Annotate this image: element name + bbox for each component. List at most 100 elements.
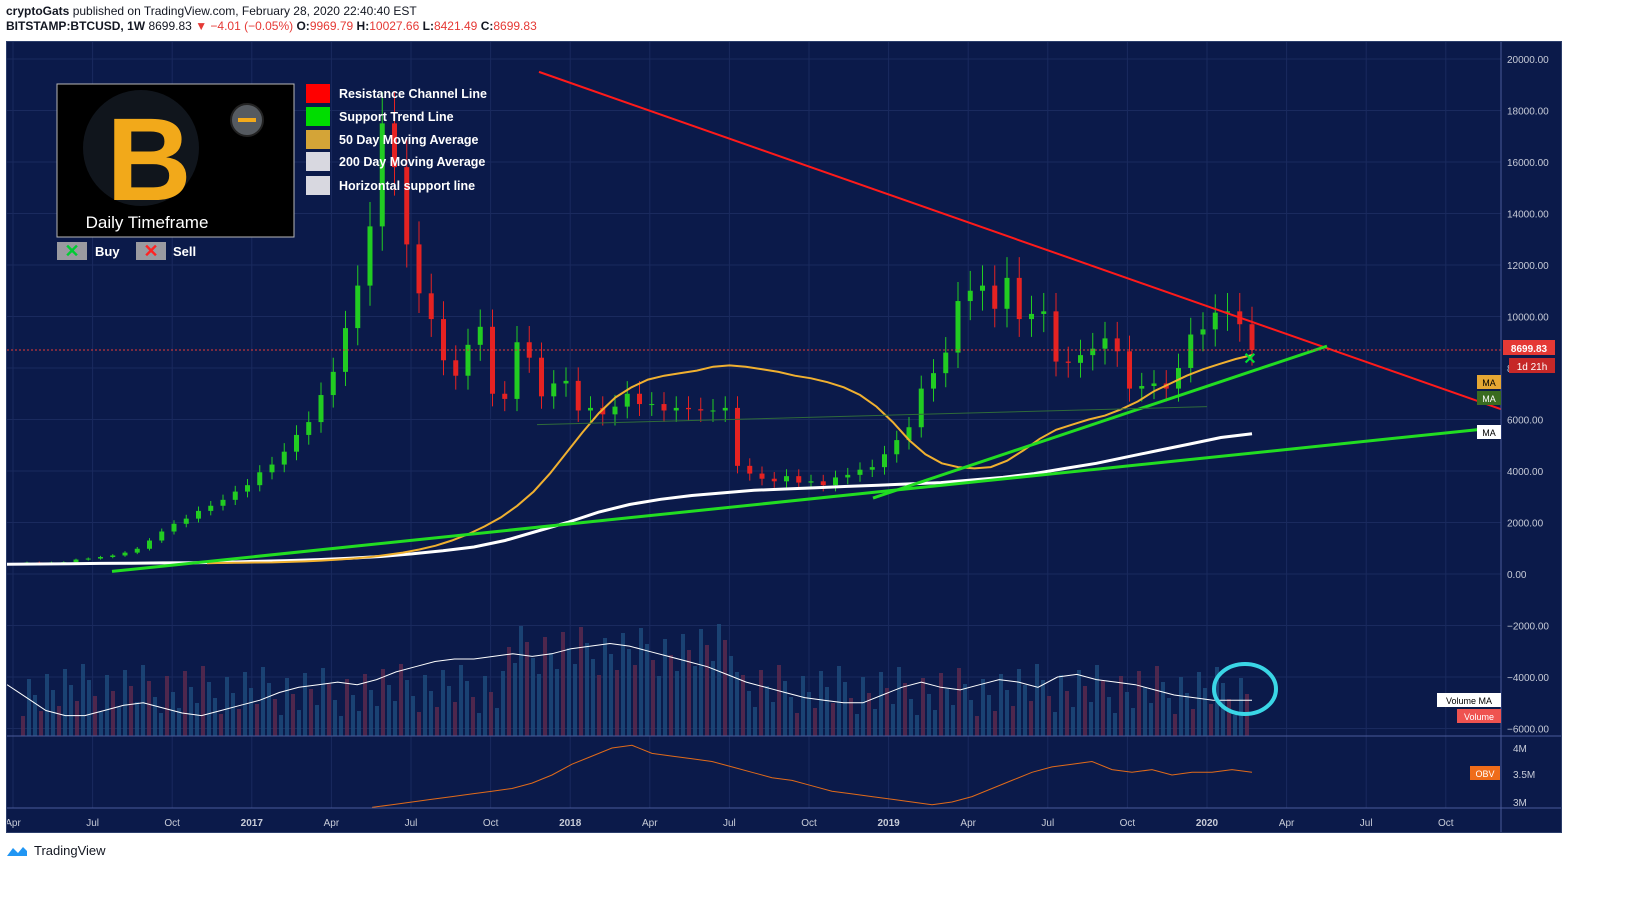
candle-body	[600, 407, 606, 415]
volume-bar	[1107, 697, 1111, 736]
volume-bar	[927, 694, 931, 736]
candle-body	[539, 357, 544, 397]
volume-bar	[39, 711, 43, 736]
chart-panel[interactable]: 20000.00 18000.00 16000.00 14000.00 12000.00…	[6, 41, 1562, 833]
indicator-lines	[7, 70, 1502, 808]
candle-body	[1200, 329, 1206, 335]
support-trend-line	[111, 425, 1502, 573]
ma50-line	[206, 354, 1253, 565]
candle-body	[784, 476, 789, 482]
x-tick-label: Oct	[801, 818, 817, 829]
volume-bar	[1077, 670, 1081, 736]
candle-body	[661, 404, 667, 411]
volume-bar	[57, 706, 61, 736]
volume-bar	[45, 674, 49, 736]
volume-bar	[903, 683, 907, 736]
candle-body	[1151, 383, 1157, 387]
candle-body	[343, 328, 348, 372]
volume-bar	[75, 701, 79, 736]
candle-body	[833, 477, 838, 486]
volume-bar	[543, 637, 547, 736]
publisher-name[interactable]: cryptoGats	[6, 4, 70, 18]
obv-tick-label: 3M	[1513, 798, 1527, 809]
volume-bar	[987, 695, 991, 736]
volume-bar	[519, 626, 523, 736]
candle-body	[1102, 338, 1108, 349]
candle-body	[245, 485, 250, 492]
candle-body	[1225, 311, 1230, 313]
tradingview-logo-icon	[7, 846, 27, 856]
x-tick-label: Apr	[642, 818, 658, 829]
volume-bar	[147, 681, 151, 736]
volume-bar	[969, 700, 973, 736]
volume-bar	[123, 670, 127, 736]
volume-bar	[675, 671, 679, 736]
publish-info: published on TradingView.com, February 2…	[72, 4, 417, 18]
volume-bar	[885, 688, 889, 736]
volume-bar	[225, 677, 229, 736]
candle-body	[857, 469, 863, 475]
bitcoin-icon: B	[106, 94, 191, 226]
price-badge	[1503, 340, 1555, 355]
volume-bar	[51, 690, 55, 736]
candle-body	[526, 342, 532, 358]
volume-bar	[321, 668, 325, 736]
volume-bar	[1065, 691, 1069, 736]
volume-ma-badge	[1437, 693, 1501, 707]
x-tick-label: 2018	[559, 818, 582, 829]
volume-bar	[183, 671, 187, 736]
volume-bar	[459, 665, 463, 736]
candle-body	[502, 393, 508, 399]
volume-bar	[681, 634, 685, 736]
price-chart-svg[interactable]: 20000.00 18000.00 16000.00 14000.00 12000.00…	[7, 42, 1562, 833]
volume-bar	[561, 632, 565, 736]
volume-bar	[981, 679, 985, 736]
candle-body	[514, 342, 520, 399]
obv-tick-label: 3.5M	[1513, 770, 1535, 781]
candle-body	[428, 293, 434, 320]
volume-bar	[1137, 671, 1141, 736]
volume-bar	[627, 649, 631, 736]
ma50-badge	[1477, 375, 1501, 389]
volume-bar	[957, 668, 961, 736]
x-tick-label: Jul	[1360, 818, 1373, 829]
candle-body	[196, 510, 201, 519]
y-tick-label: −6000.00	[1507, 725, 1549, 736]
candle-body	[869, 467, 875, 470]
volume-bar	[849, 698, 853, 736]
buy-signal-marker: ✕	[1243, 351, 1256, 368]
ma-green-badge-text: MA	[1482, 394, 1496, 404]
close-value: 8699.83	[493, 19, 537, 33]
volume-bar	[1143, 687, 1147, 736]
volume-bar	[999, 674, 1003, 736]
legend-label: 200 Day Moving Average	[339, 155, 485, 169]
volume-bar	[345, 679, 349, 736]
volume-bar	[1173, 714, 1177, 736]
low-value: 8421.49	[433, 19, 478, 33]
candle-body	[698, 409, 704, 411]
volume-bar	[585, 643, 589, 736]
chart-header: cryptoGats published on TradingView.com,…	[6, 4, 537, 34]
candle-body	[735, 407, 740, 466]
volume-bar	[1119, 676, 1123, 736]
y-tick-label: 12000.00	[1507, 261, 1549, 272]
candle-body	[637, 393, 642, 405]
volume-bar	[1083, 686, 1087, 736]
volume-bar	[315, 705, 319, 736]
volume-bar	[285, 678, 289, 736]
candle-body	[306, 422, 312, 435]
volume-bar	[1047, 696, 1051, 736]
candle-body	[208, 505, 214, 511]
y-tick-label: −2000.00	[1507, 622, 1549, 633]
candle-body	[759, 473, 765, 479]
volume-bar	[861, 677, 865, 736]
volume-bar	[177, 708, 181, 736]
candle-body	[1004, 277, 1010, 309]
volume-bar	[1023, 685, 1027, 736]
volume-ma-line	[7, 642, 1252, 717]
y-tick-label: 14000.00	[1507, 210, 1549, 221]
volume-bar	[645, 644, 649, 736]
candle-body	[575, 380, 581, 411]
tradingview-footer[interactable]: TradingView	[6, 843, 106, 858]
candle-body	[98, 557, 103, 559]
